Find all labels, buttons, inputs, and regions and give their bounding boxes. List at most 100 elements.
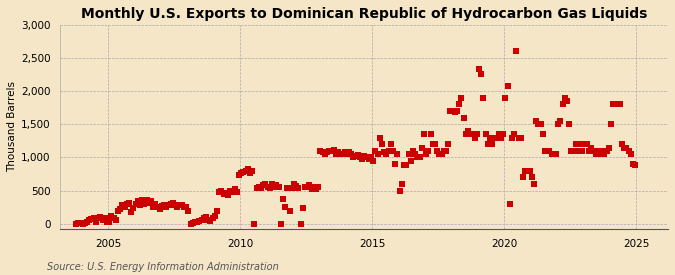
Point [157,204,167,208]
Point [531,119,541,123]
Point [425,132,436,136]
Point [546,152,557,156]
Point [169,203,180,207]
Y-axis label: Thousand Barrels: Thousand Barrels [7,81,17,172]
Point [119,204,130,209]
Point [480,132,491,136]
Point [198,216,209,221]
Point [504,202,515,206]
Point [612,102,623,107]
Point [432,149,443,153]
Point [537,132,548,136]
Point [597,149,608,153]
Point [82,220,92,225]
Point [408,149,418,153]
Text: Source: U.S. Energy Information Administration: Source: U.S. Energy Information Administ… [47,262,279,272]
Point [244,171,255,176]
Point [331,152,342,156]
Point [306,186,317,191]
Point [291,184,302,188]
Point [489,135,500,140]
Point [354,155,365,160]
Point [542,149,553,153]
Point [315,149,326,153]
Point [485,135,495,140]
Point [333,150,344,154]
Point [128,206,139,210]
Point [387,149,398,153]
Point [115,207,126,211]
Point [416,145,427,150]
Point [150,202,161,206]
Point [328,147,339,152]
Point [621,145,632,150]
Point [441,149,452,153]
Point [588,149,599,153]
Point [628,162,639,166]
Point [122,202,132,206]
Point [509,132,520,136]
Point [269,185,279,189]
Point [562,99,572,103]
Point [271,183,282,188]
Point [185,222,196,226]
Point [80,221,90,225]
Point [284,208,295,213]
Point [324,149,335,153]
Point [529,182,539,186]
Point [258,183,269,188]
Point [101,220,112,225]
Point [88,216,99,221]
Point [227,190,238,194]
Point [363,156,374,161]
Point [568,149,579,153]
Point [194,219,205,223]
Point [289,182,300,186]
Point [630,163,641,168]
Point [165,202,176,206]
Point [465,132,476,136]
Point [370,149,381,153]
Point [513,135,524,140]
Point [313,185,323,189]
Point [560,96,570,100]
Point [544,149,555,153]
Point [148,204,159,209]
Point [242,167,253,172]
Point [342,151,352,156]
Point [478,96,489,100]
Point [202,218,213,223]
Point [575,142,586,146]
Point [566,149,577,153]
Point [134,203,145,207]
Point [483,142,493,146]
Point [447,109,458,113]
Point [95,215,106,219]
Point [310,187,321,191]
Point [361,155,372,160]
Point [399,163,410,168]
Point [373,152,383,156]
Point [249,222,260,226]
Point [436,152,447,156]
Point [518,175,529,180]
Point [90,220,101,224]
Point [352,153,363,157]
Point [603,145,614,150]
Point [403,152,414,156]
Point [335,151,346,156]
Point [179,205,190,209]
Point [172,204,183,209]
Point [304,183,315,188]
Point [350,154,361,158]
Point [174,202,185,207]
Point [377,142,387,146]
Point [319,152,330,156]
Point [126,210,136,214]
Point [469,135,480,140]
Point [300,185,310,189]
Point [394,188,405,193]
Point [450,110,460,115]
Title: Monthly U.S. Exports to Dominican Republic of Hydrocarbon Gas Liquids: Monthly U.S. Exports to Dominican Republ… [81,7,647,21]
Point [454,102,464,107]
